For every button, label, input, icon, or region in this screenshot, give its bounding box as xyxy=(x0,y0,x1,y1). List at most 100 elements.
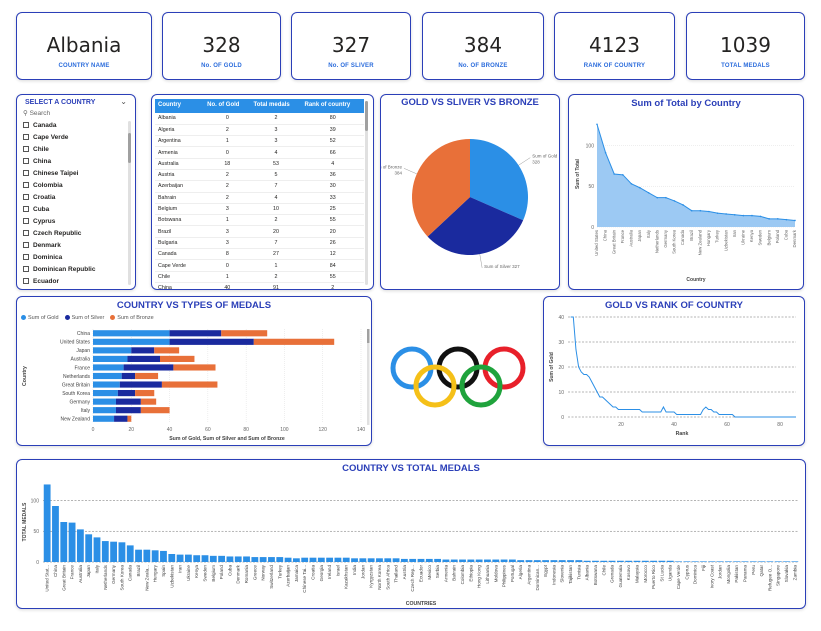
slicer-item[interactable]: Cuba xyxy=(23,203,127,215)
checkbox[interactable] xyxy=(23,254,29,260)
column-bar[interactable] xyxy=(583,560,591,562)
table-row[interactable]: Albania 0 2 80 xyxy=(155,113,364,125)
bar-segment[interactable] xyxy=(169,338,254,345)
column-bar[interactable] xyxy=(700,561,707,562)
area-point[interactable] xyxy=(604,152,607,154)
column-bar[interactable] xyxy=(400,558,408,562)
column-bar[interactable] xyxy=(342,557,350,562)
slicer-item[interactable]: Denmark xyxy=(23,239,127,251)
bar-segment[interactable] xyxy=(127,415,132,422)
column-bar[interactable] xyxy=(600,560,608,562)
column-bar[interactable] xyxy=(60,522,68,562)
checkbox[interactable] xyxy=(23,206,29,212)
checkbox[interactable] xyxy=(23,158,29,164)
checkbox[interactable] xyxy=(23,266,29,272)
column-bar[interactable] xyxy=(409,558,417,562)
table-row[interactable]: Bahrain 2 4 33 xyxy=(155,192,364,204)
column-bar[interactable] xyxy=(376,558,383,562)
column-bar[interactable] xyxy=(326,557,334,562)
column-bar[interactable] xyxy=(118,542,126,562)
column-bar[interactable] xyxy=(517,560,525,562)
column-bar[interactable] xyxy=(508,559,516,562)
bar-segment[interactable] xyxy=(93,347,132,354)
checkbox[interactable] xyxy=(23,170,29,176)
column-bar[interactable] xyxy=(658,560,666,562)
column-bar[interactable] xyxy=(201,555,209,562)
area-point[interactable] xyxy=(794,219,796,222)
column-bar[interactable] xyxy=(43,484,51,562)
column-bar[interactable] xyxy=(151,550,159,562)
bar-segment[interactable] xyxy=(131,347,155,354)
column-bar[interactable] xyxy=(492,559,500,562)
slicer-item[interactable]: Colombia xyxy=(23,179,127,191)
table-scrollbar[interactable] xyxy=(365,101,368,285)
rank-line[interactable] xyxy=(570,316,796,418)
table-row[interactable]: Australia 18 53 4 xyxy=(155,158,364,170)
slicer-item[interactable]: Cyprus xyxy=(23,215,127,227)
column-bar[interactable] xyxy=(708,561,716,562)
table-row[interactable]: Brazil 3 20 20 xyxy=(155,225,364,238)
column-bar[interactable] xyxy=(168,554,176,562)
column-bar[interactable] xyxy=(268,557,275,562)
area-point[interactable] xyxy=(630,182,633,185)
column-bar[interactable] xyxy=(259,557,267,562)
column-bar[interactable] xyxy=(616,560,624,562)
bar-segment[interactable] xyxy=(221,330,268,337)
pie-slice[interactable] xyxy=(470,139,528,221)
column-bar[interactable] xyxy=(683,561,691,562)
column-bar[interactable] xyxy=(525,560,533,562)
bar-segment[interactable] xyxy=(253,338,335,345)
chart-scrollbar[interactable] xyxy=(367,329,370,425)
column-bar[interactable] xyxy=(334,557,342,562)
column-bar[interactable] xyxy=(650,560,658,562)
table-row[interactable]: Azerbaijan 2 7 30 xyxy=(155,180,364,193)
chevron-down-icon[interactable]: ⌄ xyxy=(120,97,127,106)
bar-segment[interactable] xyxy=(169,330,222,337)
column-bar[interactable] xyxy=(126,545,134,562)
checkbox[interactable] xyxy=(23,218,29,224)
column-bar[interactable] xyxy=(434,558,442,562)
column-bar[interactable] xyxy=(317,557,325,562)
column-bar[interactable] xyxy=(766,561,774,562)
bar-segment[interactable] xyxy=(93,415,115,422)
bar-segment[interactable] xyxy=(154,347,180,354)
column-bar[interactable] xyxy=(209,555,217,562)
column-bar[interactable] xyxy=(567,560,574,562)
table-row[interactable]: Bulgaria 3 7 26 xyxy=(155,237,364,250)
column-bar[interactable] xyxy=(68,522,76,562)
column-bar[interactable] xyxy=(367,558,375,562)
area-point[interactable] xyxy=(613,173,616,175)
column-bar[interactable] xyxy=(450,559,458,562)
column-bar[interactable] xyxy=(143,549,151,562)
table-row[interactable]: Chile 1 2 55 xyxy=(155,271,364,283)
column-bar[interactable] xyxy=(85,534,93,562)
bar-segment[interactable] xyxy=(93,381,120,388)
table-row[interactable]: Armenia 0 4 66 xyxy=(155,146,364,159)
column-bar[interactable] xyxy=(774,561,782,562)
checkbox[interactable] xyxy=(23,122,29,128)
table-row[interactable]: Argentina 1 3 52 xyxy=(155,135,364,148)
bar-segment[interactable] xyxy=(93,372,122,380)
checkbox[interactable] xyxy=(23,278,29,284)
column-bar[interactable] xyxy=(641,560,649,562)
table-row[interactable]: Cape Verde 0 1 84 xyxy=(155,259,364,272)
bar-segment[interactable] xyxy=(140,398,157,405)
column-bar[interactable] xyxy=(724,561,732,562)
slicer-scrollbar[interactable] xyxy=(128,121,131,285)
column-bar[interactable] xyxy=(292,558,300,562)
column-bar[interactable] xyxy=(558,560,566,562)
area-point[interactable] xyxy=(665,196,667,199)
bar-segment[interactable] xyxy=(115,398,141,405)
bar-segment[interactable] xyxy=(121,372,136,380)
column-bar[interactable] xyxy=(575,560,583,562)
column-bar[interactable] xyxy=(791,561,799,562)
slicer-item[interactable]: Czech Republic xyxy=(23,227,127,239)
column-bar[interactable] xyxy=(542,560,550,562)
slicer-item[interactable]: Dominica xyxy=(23,251,127,263)
column-bar[interactable] xyxy=(76,529,84,562)
checkbox[interactable] xyxy=(23,230,29,236)
area-point[interactable] xyxy=(708,210,710,213)
slicer-item[interactable]: Chinese Taipei xyxy=(23,167,127,179)
bar-segment[interactable] xyxy=(93,355,128,362)
area-point[interactable] xyxy=(639,187,641,189)
